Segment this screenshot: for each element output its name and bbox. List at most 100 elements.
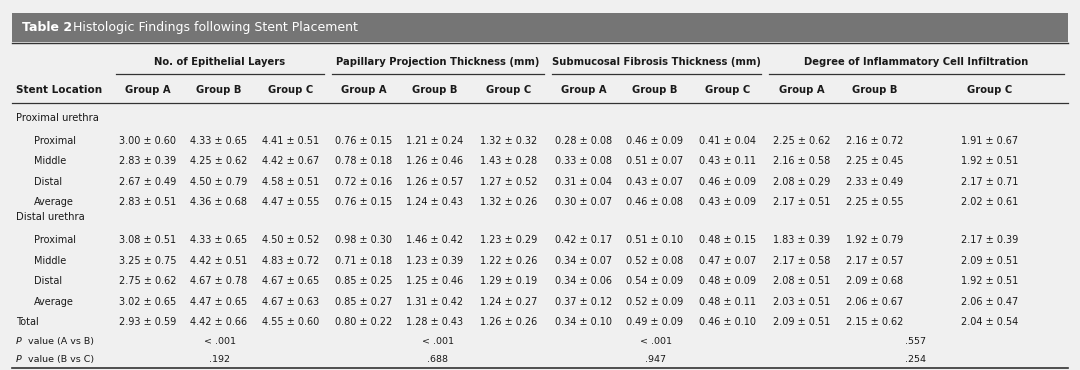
Text: 1.92 ± 0.51: 1.92 ± 0.51 <box>961 276 1018 286</box>
Text: Papillary Projection Thickness (mm): Papillary Projection Thickness (mm) <box>336 57 540 67</box>
Text: 1.92 ± 0.79: 1.92 ± 0.79 <box>847 235 904 245</box>
Text: 2.83 ± 0.39: 2.83 ± 0.39 <box>119 156 176 166</box>
Text: 2.93 ± 0.59: 2.93 ± 0.59 <box>119 317 176 327</box>
Text: 2.25 ± 0.55: 2.25 ± 0.55 <box>847 197 904 207</box>
Text: 1.26 ± 0.46: 1.26 ± 0.46 <box>406 156 463 166</box>
Text: .192: .192 <box>210 355 230 364</box>
Text: 4.67 ± 0.78: 4.67 ± 0.78 <box>190 276 247 286</box>
Text: 0.52 ± 0.09: 0.52 ± 0.09 <box>626 297 684 307</box>
Text: 2.16 ± 0.72: 2.16 ± 0.72 <box>847 136 904 146</box>
Text: 4.36 ± 0.68: 4.36 ± 0.68 <box>190 197 247 207</box>
Text: 1.25 ± 0.46: 1.25 ± 0.46 <box>406 276 463 286</box>
Text: 4.33 ± 0.65: 4.33 ± 0.65 <box>190 235 247 245</box>
Text: 0.43 ± 0.11: 0.43 ± 0.11 <box>699 156 756 166</box>
Text: Stent Location: Stent Location <box>16 85 103 95</box>
Text: . Histologic Findings following Stent Placement: . Histologic Findings following Stent Pl… <box>65 21 357 34</box>
Text: 1.83 ± 0.39: 1.83 ± 0.39 <box>773 235 831 245</box>
Text: .254: .254 <box>905 355 927 364</box>
FancyBboxPatch shape <box>12 13 1068 42</box>
Text: Proximal: Proximal <box>33 235 76 245</box>
Text: .688: .688 <box>428 355 448 364</box>
Text: 2.08 ± 0.29: 2.08 ± 0.29 <box>773 177 831 187</box>
Text: 0.28 ± 0.08: 0.28 ± 0.08 <box>555 136 612 146</box>
Text: 4.47 ± 0.55: 4.47 ± 0.55 <box>262 197 320 207</box>
Text: 1.23 ± 0.39: 1.23 ± 0.39 <box>406 256 463 266</box>
Text: 4.58 ± 0.51: 4.58 ± 0.51 <box>262 177 320 187</box>
Text: 0.51 ± 0.07: 0.51 ± 0.07 <box>626 156 684 166</box>
Text: 0.34 ± 0.10: 0.34 ± 0.10 <box>555 317 612 327</box>
Text: 2.02 ± 0.61: 2.02 ± 0.61 <box>961 197 1018 207</box>
Text: 0.46 ± 0.09: 0.46 ± 0.09 <box>626 136 683 146</box>
Text: Group C: Group C <box>968 85 1013 95</box>
Text: Average: Average <box>33 297 73 307</box>
Text: Group B: Group B <box>632 85 677 95</box>
Text: 1.26 ± 0.57: 1.26 ± 0.57 <box>406 177 463 187</box>
Text: 0.76 ± 0.15: 0.76 ± 0.15 <box>335 136 392 146</box>
Text: 2.06 ± 0.47: 2.06 ± 0.47 <box>961 297 1018 307</box>
Text: 2.25 ± 0.62: 2.25 ± 0.62 <box>773 136 831 146</box>
Text: Group A: Group A <box>340 85 387 95</box>
Text: 2.09 ± 0.51: 2.09 ± 0.51 <box>961 256 1018 266</box>
Text: 3.25 ± 0.75: 3.25 ± 0.75 <box>119 256 176 266</box>
Text: 3.00 ± 0.60: 3.00 ± 0.60 <box>119 136 176 146</box>
Text: 4.33 ± 0.65: 4.33 ± 0.65 <box>190 136 247 146</box>
Text: 3.02 ± 0.65: 3.02 ± 0.65 <box>119 297 176 307</box>
Text: 0.85 ± 0.25: 0.85 ± 0.25 <box>335 276 392 286</box>
Text: 2.83 ± 0.51: 2.83 ± 0.51 <box>119 197 176 207</box>
Text: 4.55 ± 0.60: 4.55 ± 0.60 <box>262 317 320 327</box>
Text: Proximal: Proximal <box>33 136 76 146</box>
Text: Group C: Group C <box>268 85 313 95</box>
Text: 0.51 ± 0.10: 0.51 ± 0.10 <box>626 235 683 245</box>
Text: Table 2: Table 2 <box>22 21 72 34</box>
Text: 2.09 ± 0.51: 2.09 ± 0.51 <box>773 317 831 327</box>
Text: 0.42 ± 0.17: 0.42 ± 0.17 <box>555 235 612 245</box>
Text: 0.48 ± 0.11: 0.48 ± 0.11 <box>699 297 756 307</box>
Text: 1.28 ± 0.43: 1.28 ± 0.43 <box>406 317 463 327</box>
Text: 1.92 ± 0.51: 1.92 ± 0.51 <box>961 156 1018 166</box>
Text: 4.67 ± 0.63: 4.67 ± 0.63 <box>262 297 320 307</box>
Text: 1.32 ± 0.26: 1.32 ± 0.26 <box>481 197 538 207</box>
Text: Average: Average <box>33 197 73 207</box>
Text: 0.34 ± 0.06: 0.34 ± 0.06 <box>555 276 612 286</box>
Text: 4.41 ± 0.51: 4.41 ± 0.51 <box>262 136 320 146</box>
Text: 4.67 ± 0.65: 4.67 ± 0.65 <box>262 276 320 286</box>
Text: Distal: Distal <box>33 276 63 286</box>
Text: .557: .557 <box>905 337 927 346</box>
Text: 0.71 ± 0.18: 0.71 ± 0.18 <box>335 256 392 266</box>
Text: Group B: Group B <box>195 85 241 95</box>
Text: 1.23 ± 0.29: 1.23 ± 0.29 <box>481 235 538 245</box>
Text: 4.50 ± 0.52: 4.50 ± 0.52 <box>262 235 320 245</box>
Text: 1.46 ± 0.42: 1.46 ± 0.42 <box>406 235 463 245</box>
Text: 0.43 ± 0.07: 0.43 ± 0.07 <box>626 177 683 187</box>
Text: Distal: Distal <box>33 177 63 187</box>
Text: Middle: Middle <box>33 156 66 166</box>
Text: 2.75 ± 0.62: 2.75 ± 0.62 <box>119 276 176 286</box>
Text: Distal urethra: Distal urethra <box>16 212 84 222</box>
Text: 4.42 ± 0.67: 4.42 ± 0.67 <box>262 156 320 166</box>
Text: 2.06 ± 0.67: 2.06 ± 0.67 <box>847 297 904 307</box>
Text: 0.49 ± 0.09: 0.49 ± 0.09 <box>626 317 683 327</box>
Text: 0.85 ± 0.27: 0.85 ± 0.27 <box>335 297 392 307</box>
Text: < .001: < .001 <box>640 337 672 346</box>
Text: 4.50 ± 0.79: 4.50 ± 0.79 <box>190 177 247 187</box>
Text: 2.09 ± 0.68: 2.09 ± 0.68 <box>847 276 904 286</box>
Text: 0.37 ± 0.12: 0.37 ± 0.12 <box>555 297 612 307</box>
Text: 0.46 ± 0.08: 0.46 ± 0.08 <box>626 197 683 207</box>
Text: P: P <box>16 337 22 346</box>
Text: 0.52 ± 0.08: 0.52 ± 0.08 <box>626 256 684 266</box>
Text: Group A: Group A <box>779 85 824 95</box>
Text: 0.43 ± 0.09: 0.43 ± 0.09 <box>699 197 756 207</box>
Text: 2.17 ± 0.57: 2.17 ± 0.57 <box>847 256 904 266</box>
Text: Group C: Group C <box>705 85 751 95</box>
Text: 0.34 ± 0.07: 0.34 ± 0.07 <box>555 256 612 266</box>
Text: 0.76 ± 0.15: 0.76 ± 0.15 <box>335 197 392 207</box>
Text: 1.91 ± 0.67: 1.91 ± 0.67 <box>961 136 1018 146</box>
Text: Group B: Group B <box>852 85 897 95</box>
Text: Group C: Group C <box>486 85 531 95</box>
Text: 2.17 ± 0.58: 2.17 ± 0.58 <box>773 256 831 266</box>
Text: 1.29 ± 0.19: 1.29 ± 0.19 <box>481 276 538 286</box>
Text: 0.41 ± 0.04: 0.41 ± 0.04 <box>699 136 756 146</box>
Text: 1.26 ± 0.26: 1.26 ± 0.26 <box>481 317 538 327</box>
Text: Submucosal Fibrosis Thickness (mm): Submucosal Fibrosis Thickness (mm) <box>552 57 761 67</box>
Text: 0.31 ± 0.04: 0.31 ± 0.04 <box>555 177 612 187</box>
